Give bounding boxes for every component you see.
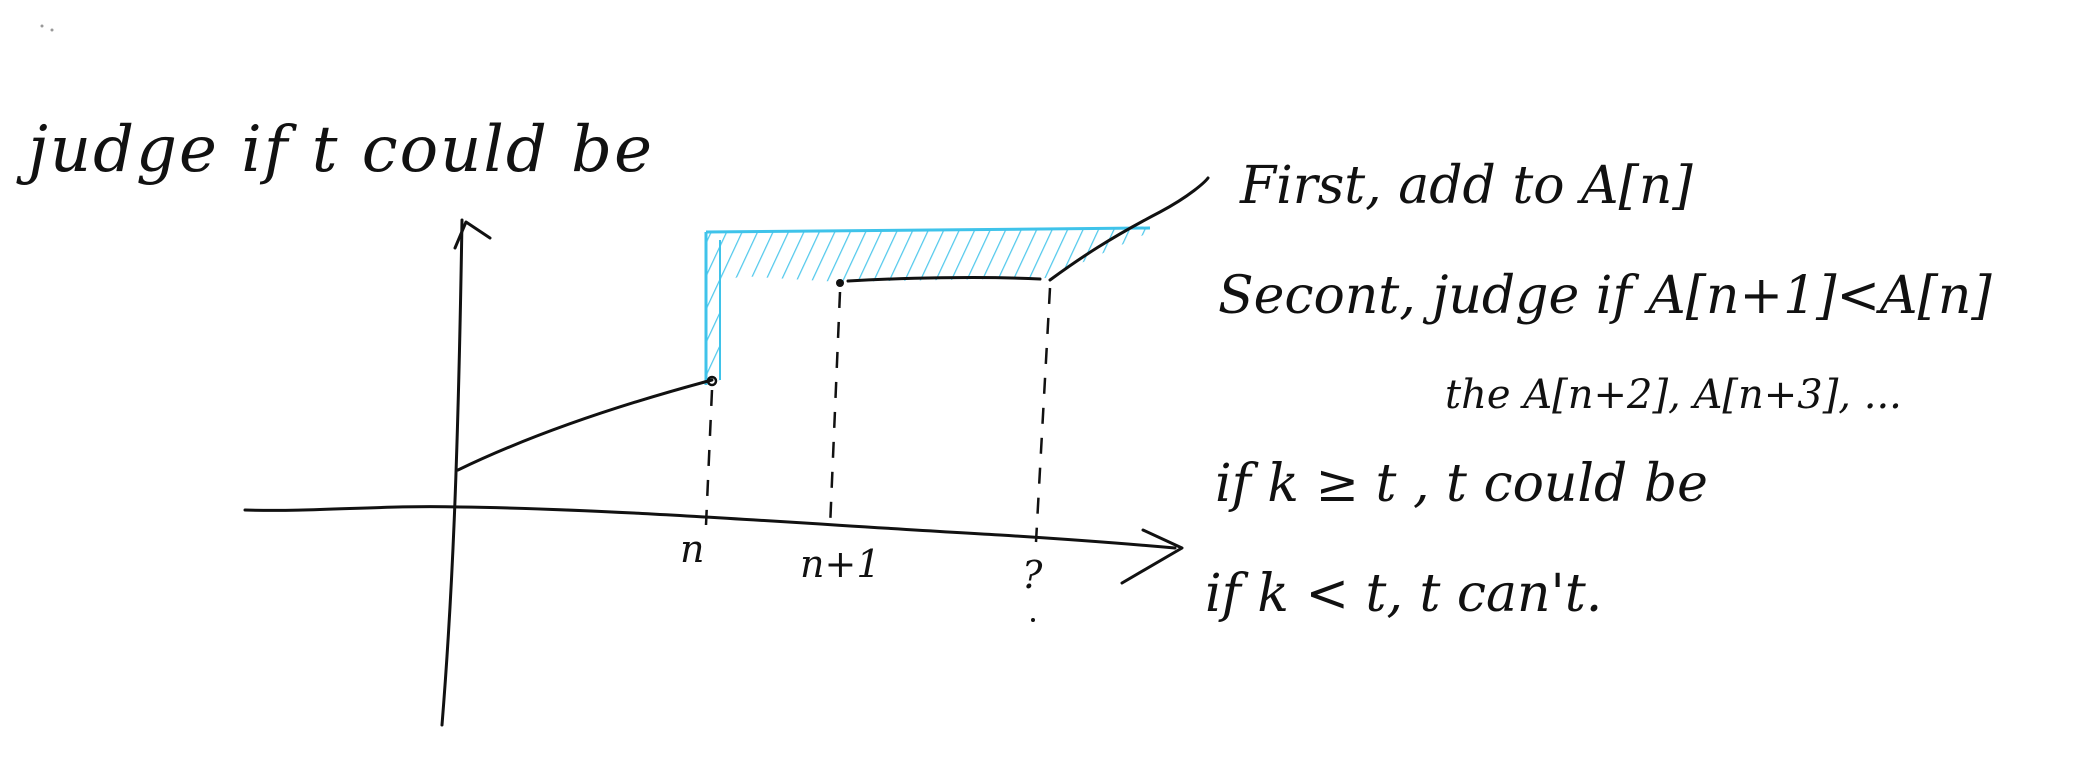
x-axis-arrow-head: [1120, 528, 1184, 585]
y-axis: [440, 218, 464, 727]
sketch-title: judge if t could be: [28, 113, 654, 187]
axis-label-n-plus-1: n+1: [800, 542, 881, 586]
note-if-less: if k < t, t can't.: [1205, 564, 1603, 624]
curve-segment-rising: [1048, 176, 1210, 282]
axis-label-n: n: [680, 527, 705, 571]
x-axis: [243, 505, 1177, 550]
note-first: First, add to A[n]: [1240, 156, 1693, 216]
point-n: [706, 375, 718, 387]
corner-speck: [40, 24, 44, 28]
y-axis-arrow-head: [453, 220, 492, 250]
axis-label-unknown: ?: [1022, 553, 1043, 597]
corner-speck: [50, 28, 54, 32]
dashed-guide-unknown: [1034, 287, 1052, 543]
dashed-guide-n-plus-1: [828, 291, 842, 529]
note-if-greater: if k ≥ t , t could be: [1215, 454, 1708, 514]
note-second: Secont, judge if A[n+1]<A[n]: [1218, 266, 1992, 326]
curve-segment-plateau: [846, 276, 1042, 283]
curve-segment-left: [456, 378, 714, 472]
point-n-plus-1: [836, 279, 844, 287]
dashed-guide-n: [704, 389, 714, 526]
note-then: the A[n+2], A[n+3], ...: [1445, 372, 1902, 418]
highlight-region: [704, 226, 1151, 385]
unknown-dot: [1031, 618, 1035, 622]
